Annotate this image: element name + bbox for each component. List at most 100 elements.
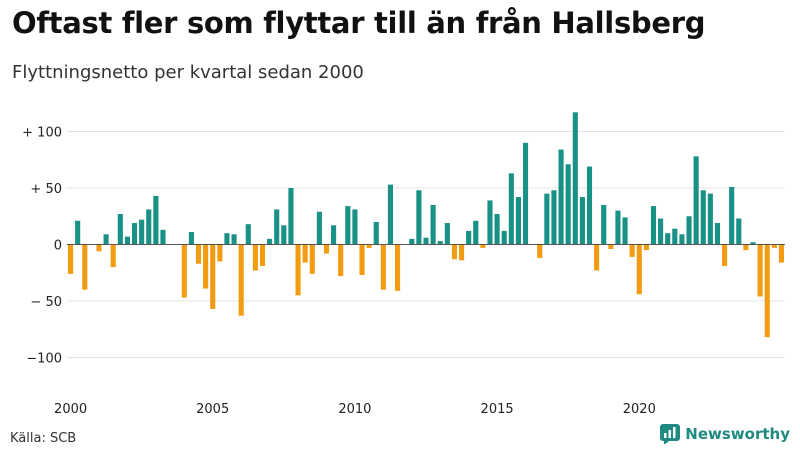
bar <box>188 232 194 245</box>
x-tick-label: 2005 <box>196 402 229 417</box>
bar <box>594 244 600 271</box>
bar <box>345 206 351 245</box>
bar <box>195 244 202 264</box>
bar <box>665 233 671 245</box>
bar <box>672 228 678 245</box>
bar <box>679 234 685 245</box>
bar <box>579 197 585 245</box>
bar <box>508 173 514 245</box>
bar <box>551 190 557 245</box>
bar <box>373 221 379 245</box>
bar <box>522 142 529 245</box>
bar <box>586 166 593 245</box>
bar <box>131 223 138 245</box>
bar <box>153 195 159 245</box>
bar <box>466 230 472 245</box>
bar <box>643 244 649 251</box>
bar <box>338 244 344 277</box>
bar <box>139 219 145 245</box>
bar <box>764 244 770 338</box>
brand-logo: Newsworthy <box>660 424 790 444</box>
newsworthy-logo-icon <box>660 424 681 444</box>
chart-subtitle: Flyttningsnetto per kvartal sedan 2000 <box>12 62 364 83</box>
bar <box>714 223 721 245</box>
bar <box>700 190 706 245</box>
bar <box>288 188 294 245</box>
bar <box>387 184 394 245</box>
bar <box>473 220 479 245</box>
x-tick-label: 2000 <box>54 402 87 417</box>
x-tick-label: 2010 <box>338 402 371 417</box>
bar <box>658 218 664 245</box>
bar <box>323 244 330 254</box>
bar <box>245 224 251 245</box>
bar <box>146 209 152 245</box>
bar <box>160 229 166 245</box>
bar <box>203 244 209 289</box>
bar <box>68 244 74 274</box>
bar <box>686 216 692 245</box>
bar <box>75 220 81 245</box>
bar <box>707 193 713 245</box>
bar <box>430 204 436 245</box>
bar <box>210 244 216 309</box>
bar <box>480 244 486 248</box>
bar <box>572 112 578 245</box>
bar <box>515 197 521 245</box>
y-tick-label: −100 <box>26 352 62 367</box>
bar <box>274 209 280 245</box>
brand-name: Newsworthy <box>685 425 790 443</box>
bar <box>224 233 230 245</box>
bar <box>352 209 358 245</box>
y-tick-label: 0 <box>54 239 62 254</box>
bar <box>217 244 223 262</box>
bar <box>409 238 415 245</box>
y-tick-label: − 50 <box>30 295 62 310</box>
bar <box>558 149 564 245</box>
bar <box>103 234 109 245</box>
bar <box>423 237 429 245</box>
bar <box>565 164 571 245</box>
bar <box>778 244 785 263</box>
source-note: Källa: SCB <box>10 431 77 446</box>
bar <box>181 244 187 298</box>
bar <box>302 244 308 263</box>
bar <box>494 213 500 245</box>
bar <box>281 225 287 245</box>
bar <box>437 241 443 245</box>
bar <box>117 213 123 245</box>
chart-title: Oftast fler som flyttar till än från Hal… <box>12 6 706 40</box>
bar <box>771 244 777 248</box>
bars <box>67 112 785 338</box>
bar <box>96 244 102 252</box>
bar <box>487 200 493 245</box>
bar <box>544 193 550 245</box>
bar <box>359 244 365 276</box>
bar <box>650 206 657 245</box>
gridlines <box>67 131 785 358</box>
bar <box>608 244 614 250</box>
bar <box>451 244 457 260</box>
y-axis-labels: + 100 + 50 0 − 50 −100 <box>22 126 62 367</box>
bar <box>309 244 315 274</box>
bar <box>82 244 88 290</box>
x-axis-labels: 2000 2005 2010 2015 2020 <box>54 402 656 417</box>
bar <box>458 244 465 261</box>
bar <box>366 244 372 248</box>
y-tick-label: + 50 <box>30 182 62 197</box>
bar <box>636 244 642 295</box>
bar <box>750 242 756 245</box>
bar <box>252 244 258 271</box>
bar <box>444 223 450 245</box>
bar <box>601 204 607 245</box>
bar <box>722 244 728 266</box>
bar <box>380 244 386 290</box>
bar <box>331 225 337 245</box>
bar <box>736 218 742 245</box>
y-tick-label: + 100 <box>22 126 62 141</box>
bar <box>395 244 401 291</box>
bar <box>124 236 130 245</box>
bar <box>231 234 237 245</box>
bar <box>743 244 749 251</box>
